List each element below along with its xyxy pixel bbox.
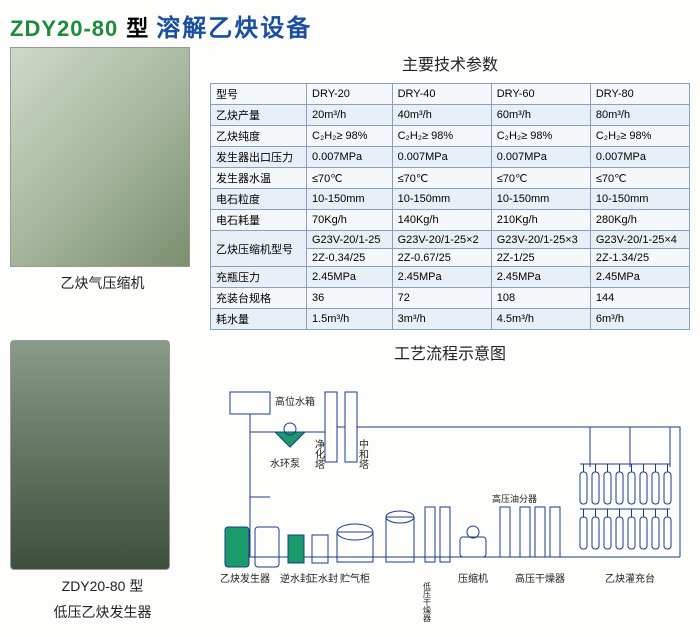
table-row: 充瓶压力2.45MPa2.45MPa2.45MPa2.45MPa: [211, 267, 690, 288]
table-row: 乙炔产量20m³/h40m³/h60m³/h80m³/h: [211, 105, 690, 126]
top-section: 乙炔气压缩机 主要技术参数 型号 DRY-20 DRY-40 DRY-60 DR…: [0, 47, 700, 330]
compressor-image: [10, 47, 190, 267]
table-row: 乙炔纯度C₂H₂≥ 98%C₂H₂≥ 98%C₂H₂≥ 98%C₂H₂≥ 98%: [211, 126, 690, 147]
label-tank: 高位水箱: [275, 395, 315, 408]
label-neutralizer: 中和塔: [357, 438, 369, 470]
spec-title: 主要技术参数: [210, 51, 690, 75]
label-compressor: 压缩机: [458, 572, 488, 585]
label-pump: 水环泵: [270, 458, 300, 470]
model-col: DRY-80: [590, 84, 689, 105]
model-code: ZDY20-80: [10, 16, 118, 42]
generator-caption-1: ZDY20-80 型: [10, 576, 195, 596]
label-backseal: 逆水封: [280, 572, 310, 585]
product-name: 溶解乙炔设备: [156, 8, 312, 43]
generator-image: [10, 340, 170, 570]
header-label: 型号: [211, 84, 307, 105]
flow-diagram-area: 工艺流程示意图 高位水箱 水环泵 净化塔 中和塔: [210, 340, 690, 637]
generator-caption-2: 低压乙炔发生器: [10, 602, 195, 622]
table-header-row: 型号 DRY-20 DRY-40 DRY-60 DRY-80: [211, 84, 690, 105]
label-filling: 乙炔灌充台: [605, 572, 655, 585]
spec-area: 主要技术参数 型号 DRY-20 DRY-40 DRY-60 DRY-80 乙炔…: [210, 47, 690, 330]
table-row: 电石耗量70Kg/h140Kg/h210Kg/h280Kg/h: [211, 210, 690, 231]
generator-image-block: ZDY20-80 型 低压乙炔发生器: [10, 340, 210, 637]
table-row: 乙炔压缩机型号G23V-20/1-25G23V-20/1-25×2G23V-20…: [211, 231, 690, 249]
label-generator: 乙炔发生器: [220, 572, 270, 585]
compressor-caption: 乙炔气压缩机: [10, 273, 195, 293]
model-col: DRY-20: [307, 84, 393, 105]
flow-diagram: 高位水箱 水环泵 净化塔 中和塔 乙炔发生器 逆水: [210, 372, 690, 632]
model-col: DRY-60: [491, 84, 590, 105]
spec-table: 型号 DRY-20 DRY-40 DRY-60 DRY-80 乙炔产量20m³/…: [210, 83, 690, 330]
label-hpoil: 高压油分器: [492, 493, 537, 504]
table-row: 充装台规格3672108144: [211, 288, 690, 309]
label-purifier: 净化塔: [313, 438, 325, 470]
model-type: 型: [126, 11, 148, 43]
bottom-section: ZDY20-80 型 低压乙炔发生器 工艺流程示意图 高位水箱 水环泵 净化塔 …: [0, 330, 700, 637]
table-row: 电石粒度10-150mm10-150mm10-150mm10-150mm: [211, 189, 690, 210]
flow-title: 工艺流程示意图: [210, 340, 690, 364]
compressor-image-block: 乙炔气压缩机: [10, 47, 210, 330]
model-col: DRY-40: [392, 84, 491, 105]
label-gasholder: 贮气柜: [340, 572, 370, 585]
table-row: 耗水量1.5m³/h3m³/h4.5m³/h6m³/h: [211, 309, 690, 330]
label-frontseal: 正水封: [308, 572, 338, 585]
label-hpdryer: 高压干燥器: [515, 572, 565, 585]
page-header: ZDY20-80 型 溶解乙炔设备: [0, 0, 700, 47]
table-row: 发生器出口压力0.007MPa0.007MPa0.007MPa0.007MPa: [211, 147, 690, 168]
table-row: 发生器水温≤70℃≤70℃≤70℃≤70℃: [211, 168, 690, 189]
